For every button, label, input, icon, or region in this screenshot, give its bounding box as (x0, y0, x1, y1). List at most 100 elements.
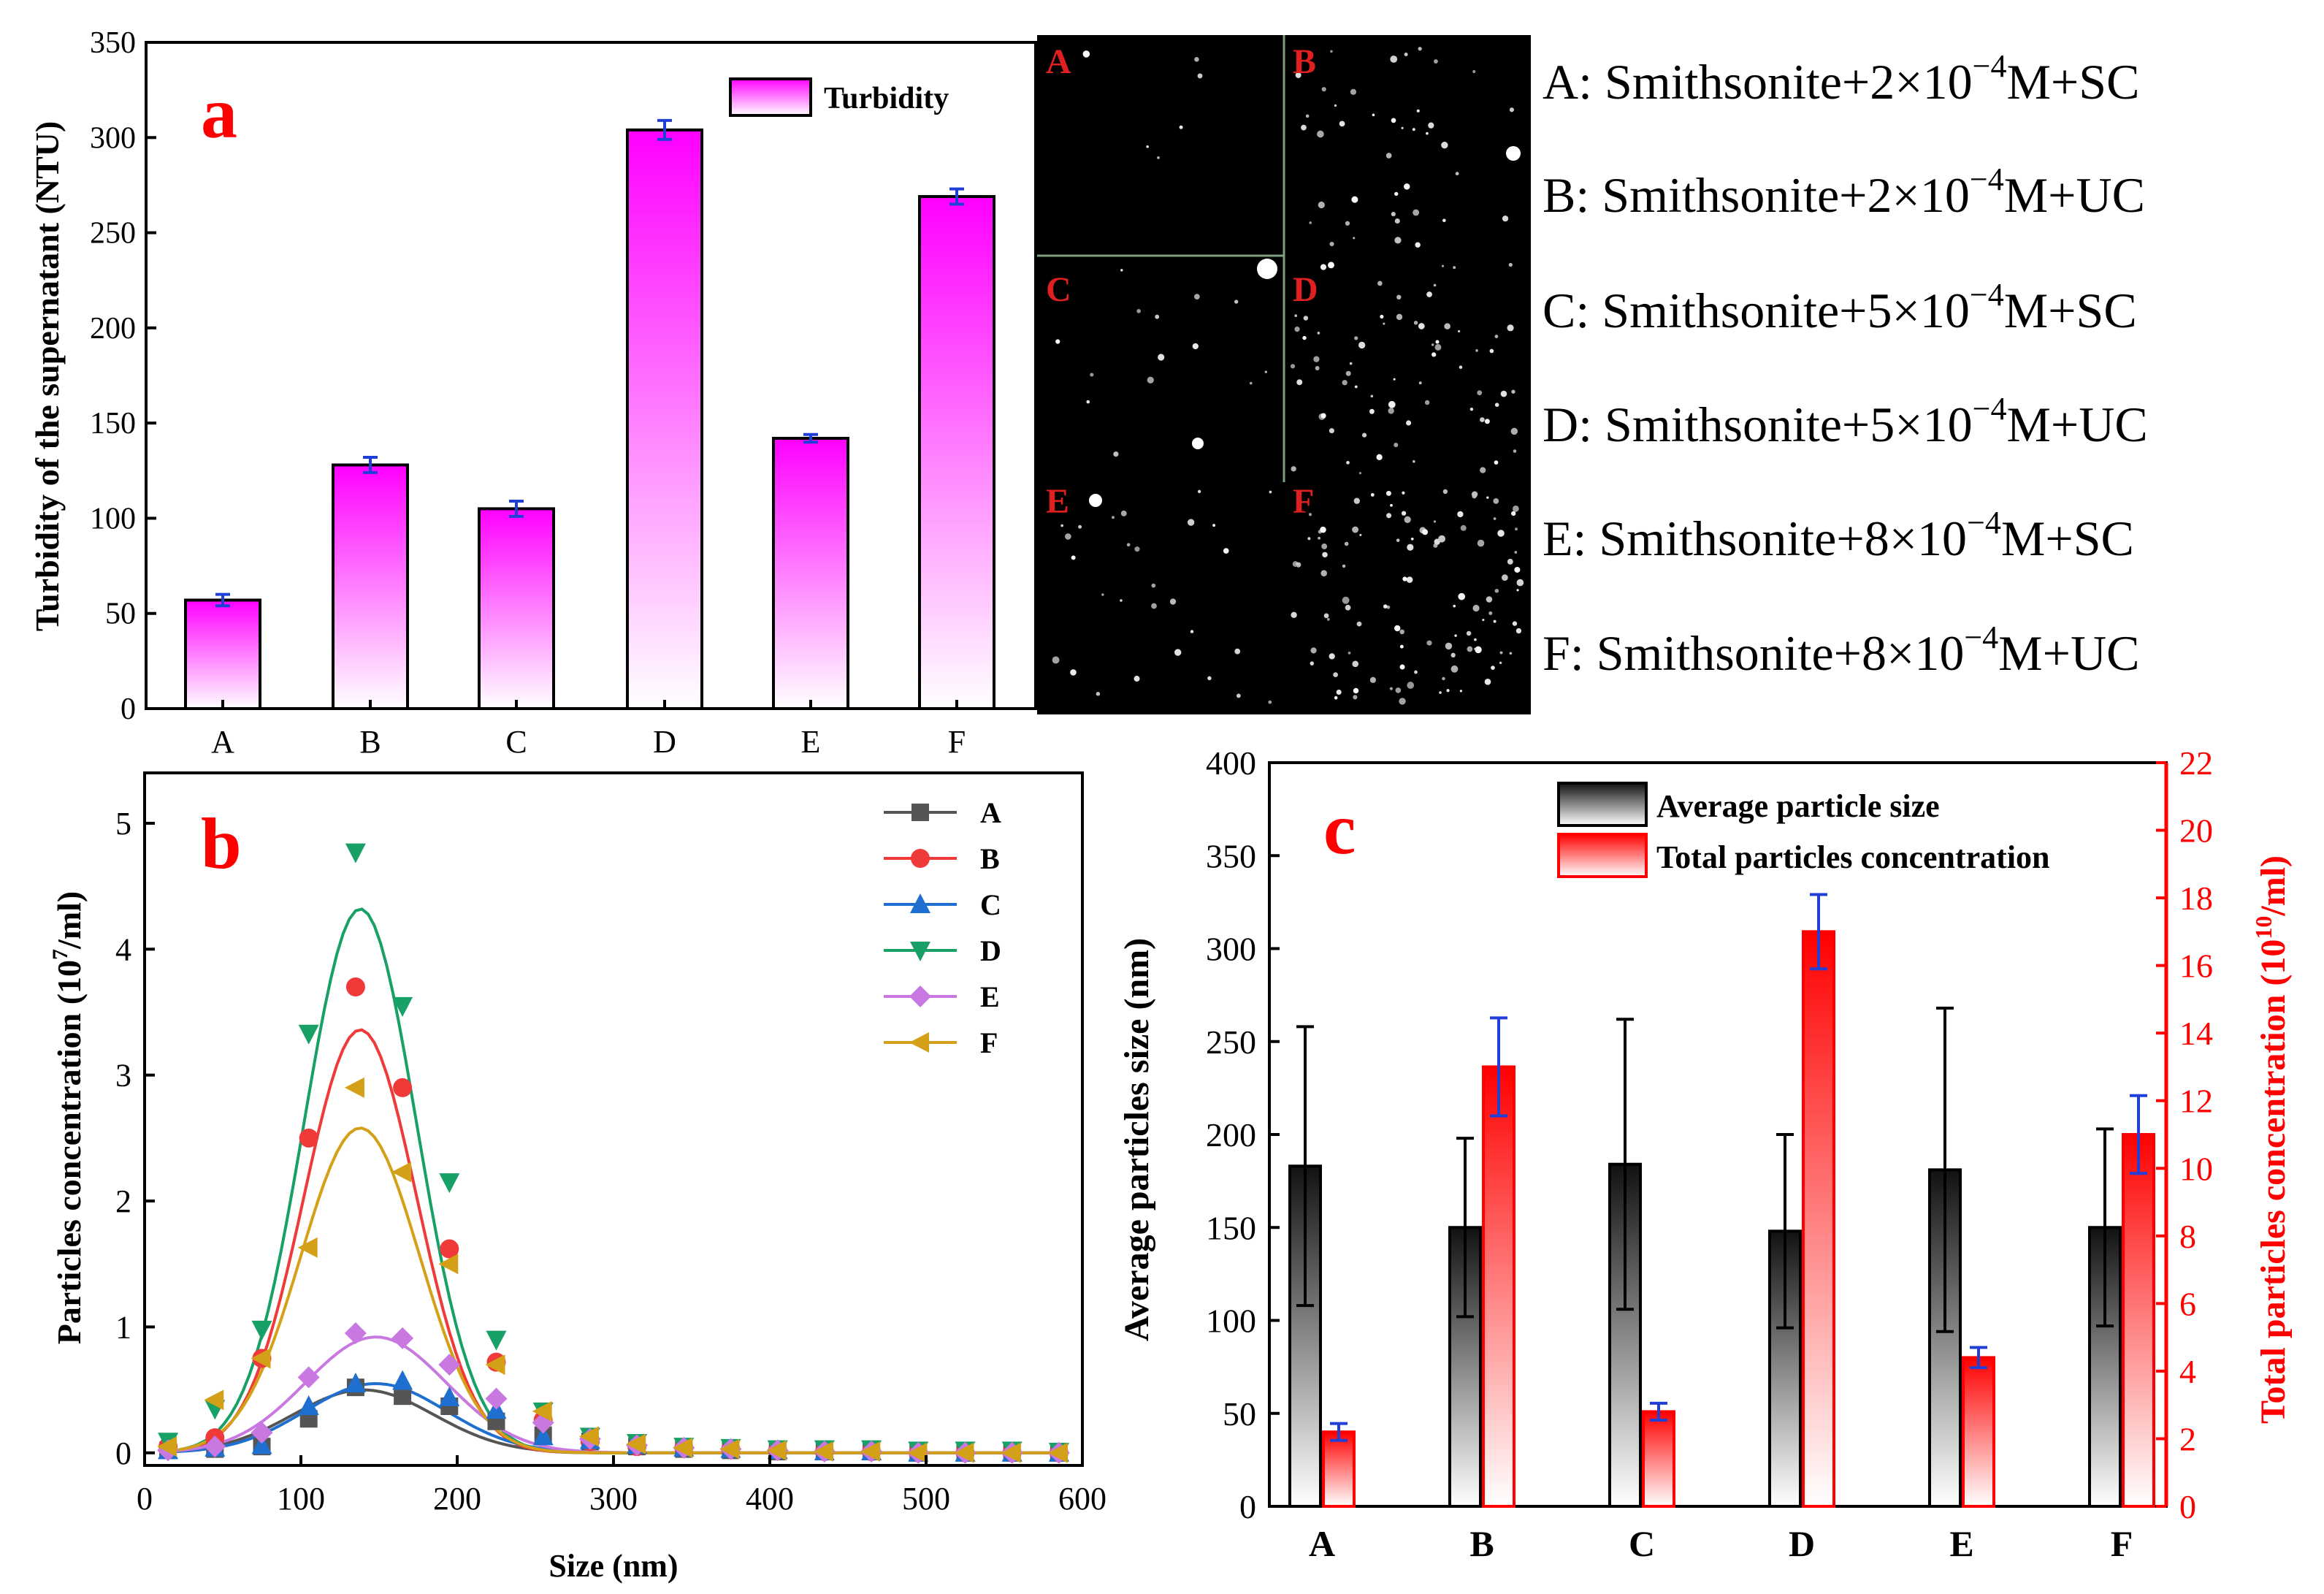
micrograph-particle (1112, 516, 1115, 519)
micrograph-particle (1320, 570, 1327, 576)
y2-tick-label: 18 (2179, 880, 2213, 917)
y-tick-label: 350 (1206, 837, 1256, 874)
y2-tick-label: 14 (2179, 1015, 2213, 1052)
y-tick-label: 300 (1206, 931, 1256, 968)
micrograph-particle (1342, 564, 1346, 568)
micrograph-particle (1134, 546, 1140, 552)
micrograph-particle (1323, 613, 1329, 619)
micrograph-particle (1511, 389, 1515, 394)
micrograph-particle (1477, 539, 1485, 547)
legend-label-E: E (980, 980, 1000, 1013)
micrograph-particle (1320, 413, 1326, 419)
data-point-B (393, 1078, 413, 1097)
legend-swatch-turbidity (729, 77, 812, 117)
micrograph-particle (1055, 339, 1060, 344)
micrograph-particle (1318, 536, 1321, 540)
y-tick-label: 100 (1206, 1303, 1256, 1340)
micrograph-particle (1383, 604, 1388, 609)
bar-turbidity-A (184, 598, 261, 711)
data-point-F (485, 1354, 505, 1376)
panel-a-label: a (201, 72, 237, 153)
micrograph-label-f: F (1293, 482, 1314, 521)
micrograph-particle (1326, 618, 1330, 621)
panel-c-label: c (1323, 788, 1356, 869)
data-point-F (626, 1433, 646, 1454)
micrograph-particle (1457, 511, 1464, 518)
micrograph-particle (1516, 589, 1519, 592)
micrograph-particle (1344, 541, 1349, 546)
micrograph-particle (1351, 196, 1358, 203)
micrograph-particle (1426, 131, 1429, 135)
micrograph-particle (1317, 331, 1320, 335)
micrograph-particle (1291, 611, 1297, 618)
micrograph-particle (1346, 460, 1350, 465)
micrograph-particle (1290, 364, 1296, 369)
micrograph-particle (1223, 548, 1229, 554)
micrograph-particle (1395, 687, 1402, 693)
sample-legend-c: C: Smithsonite+5×10−4M+SC (1543, 277, 2137, 338)
micrograph-particle (1442, 218, 1446, 223)
micrograph-particle (1441, 142, 1448, 149)
micrograph-label-b: B (1293, 42, 1316, 81)
y-tick-label: 50 (1223, 1395, 1256, 1433)
micrograph-particle (1192, 343, 1199, 350)
micrograph-particle (1134, 676, 1140, 682)
micrograph-particle (1508, 262, 1513, 267)
micrograph-label-a: A (1046, 42, 1071, 81)
data-point-F (438, 1254, 459, 1275)
x-tick-label: 200 (433, 1481, 481, 1517)
micrograph-particle (1377, 281, 1383, 286)
micrograph-particle (1407, 544, 1414, 551)
micrograph-particle (1352, 526, 1359, 533)
y-tick-label: 3 (115, 1058, 131, 1094)
fit-curve-F (167, 1126, 1063, 1454)
micrograph-particle (1096, 692, 1101, 696)
legend-marker-E (909, 985, 931, 1007)
micrograph-particle (1424, 400, 1430, 405)
micrograph-particle (1493, 517, 1497, 520)
micrograph-particle (1510, 427, 1518, 435)
micrograph-particle (1410, 537, 1414, 541)
data-point-E (204, 1435, 226, 1458)
micrograph-particle (1330, 50, 1333, 53)
y-tick-label: 0 (115, 1435, 131, 1471)
micrograph-particle (1399, 629, 1404, 635)
micrograph-particle (1399, 664, 1405, 670)
micrograph-particle (1404, 52, 1408, 56)
data-point-F (954, 1442, 974, 1463)
y2-tick-label: 2 (2179, 1420, 2196, 1457)
micrograph-particle (1136, 308, 1142, 313)
micrograph-particle (1370, 492, 1375, 497)
micrograph-particle (1494, 588, 1499, 593)
micrograph-particle (1467, 646, 1473, 652)
fit-curve-B (167, 1028, 1063, 1454)
micrograph-particle (1388, 408, 1394, 414)
micrograph-particle (1320, 264, 1327, 270)
data-point-C (298, 1395, 319, 1415)
fit-curve-E (167, 1335, 1063, 1454)
y-tick-label: 200 (90, 312, 136, 346)
panel-a-turbidity-chart: 0 50 100 150 200 250 300 350 A B C D E F a Turbidity… (28, 26, 1037, 760)
y2-tick-label: 0 (2179, 1488, 2196, 1525)
micrograph-particle (1515, 628, 1522, 634)
panel-c-y2label: Total particles concentration (1010/ml) (2250, 855, 2293, 1424)
micrograph-particle (1494, 460, 1499, 465)
micrograph-d (1284, 256, 1531, 482)
micrograph-particle (1446, 689, 1450, 693)
legend-label-average-particle-size: Average particle size (1656, 788, 1940, 824)
micrograph-particle (1151, 603, 1157, 609)
micrograph-particle (1078, 525, 1082, 529)
micrograph-particle (1460, 525, 1467, 531)
data-point-F (157, 1436, 177, 1457)
micrograph-label-c: C (1046, 270, 1071, 309)
micrograph-particle (1354, 336, 1358, 340)
micrograph-particle (1197, 73, 1203, 79)
micrograph-particle (1296, 562, 1299, 565)
y-tick-label: 5 (115, 806, 131, 842)
micrograph-particle (1514, 566, 1521, 573)
data-point-F (251, 1348, 271, 1369)
micrograph-particle (1413, 459, 1415, 463)
micrograph-particle (1329, 653, 1335, 660)
micrograph-particle (1157, 156, 1160, 159)
micrograph-particle (1356, 621, 1362, 627)
